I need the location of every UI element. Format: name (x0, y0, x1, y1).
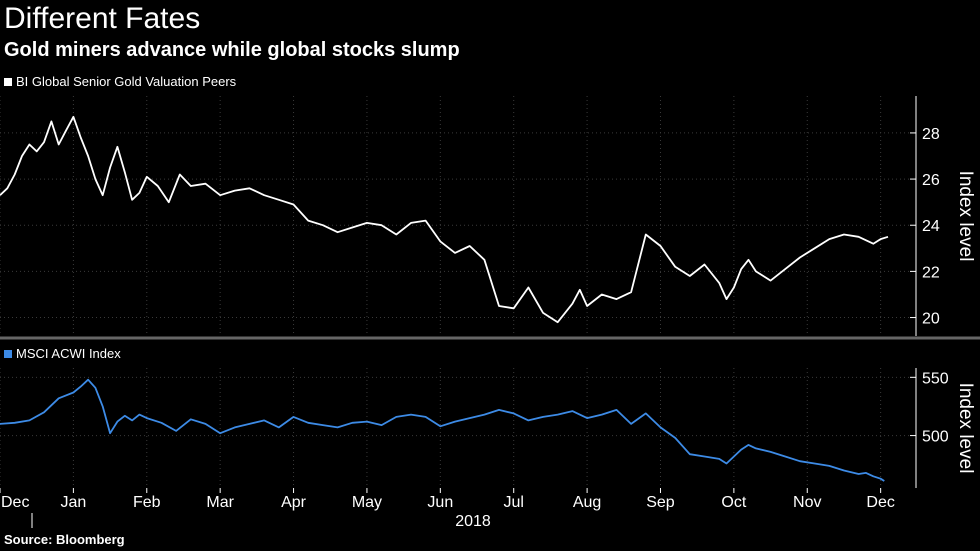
x-tick-label: Sep (646, 494, 675, 511)
x-tick-label: Dec (1, 494, 29, 511)
y-axis-label: Index level (955, 171, 976, 262)
chart-subtitle: Gold miners advance while global stocks … (4, 39, 460, 61)
x-tick-label: Jun (427, 494, 453, 511)
x-tick-label: Jul (503, 494, 523, 511)
legend-acwi-swatch (4, 350, 12, 358)
legend-gold: BI Global Senior Gold Valuation Peers (4, 74, 236, 90)
x-tick-label: Aug (573, 494, 601, 511)
x-tick-label: Dec (866, 494, 894, 511)
y-tick-label: 26 (922, 172, 940, 189)
y-tick-label: 24 (922, 218, 940, 235)
y-axis-label: Index level (955, 383, 976, 474)
legend-acwi-label: MSCI ACWI Index (16, 346, 121, 361)
x-tick-label: May (352, 494, 382, 511)
acwi-series-line (0, 378, 885, 482)
legend-gold-swatch (4, 78, 12, 86)
x-tick-label: Mar (206, 494, 234, 511)
x-tick-label: Feb (133, 494, 161, 511)
x-tick-label: Apr (281, 494, 307, 511)
y-tick-label: 22 (922, 264, 940, 281)
legend-gold-label: BI Global Senior Gold Valuation Peers (16, 74, 237, 89)
legend-acwi: MSCI ACWI Index (4, 346, 121, 362)
x-tick-label: Nov (793, 494, 821, 511)
x-tick-label: Jan (60, 494, 86, 511)
chart-title: Different Fates (4, 2, 201, 35)
x-year-label: 2018 (455, 513, 491, 530)
y-tick-label: 550 (922, 370, 949, 387)
y-tick-label: 28 (922, 126, 940, 143)
y-tick-label: 20 (922, 311, 940, 328)
y-tick-label: 500 (922, 429, 949, 446)
source-note: Source: Bloomberg (4, 532, 125, 547)
gold-series-line (0, 115, 889, 324)
x-tick-label: Oct (721, 494, 746, 511)
